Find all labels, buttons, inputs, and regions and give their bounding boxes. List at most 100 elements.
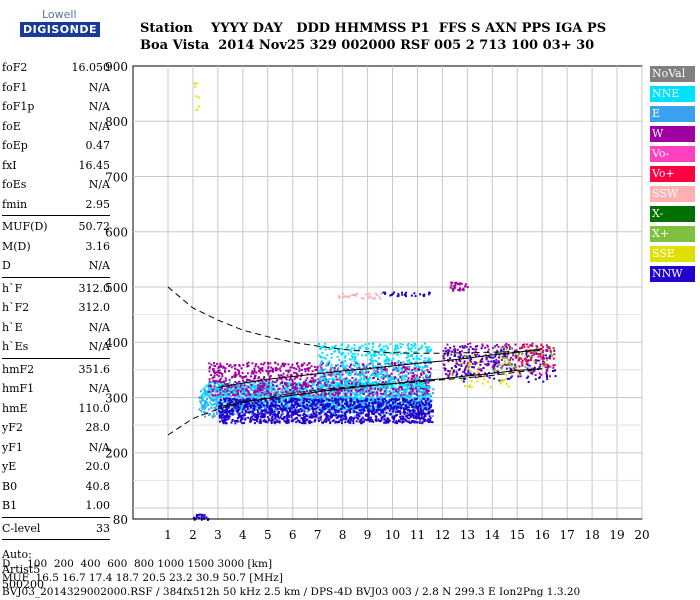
data-point bbox=[297, 396, 300, 399]
data-point bbox=[325, 380, 328, 383]
data-point bbox=[410, 396, 413, 399]
data-point bbox=[284, 400, 287, 403]
data-point bbox=[324, 407, 327, 410]
data-point bbox=[368, 406, 371, 409]
data-point bbox=[281, 410, 284, 413]
data-point bbox=[239, 418, 242, 421]
data-point bbox=[338, 392, 341, 395]
data-point bbox=[214, 380, 217, 383]
data-point bbox=[428, 346, 431, 349]
data-point bbox=[327, 385, 330, 388]
data-point bbox=[382, 375, 385, 378]
data-point bbox=[412, 416, 415, 419]
data-point bbox=[404, 363, 407, 365]
data-point bbox=[412, 372, 414, 375]
data-point bbox=[392, 398, 395, 401]
data-point bbox=[233, 384, 236, 387]
data-point bbox=[348, 389, 351, 392]
data-point bbox=[306, 390, 308, 393]
data-point bbox=[234, 375, 236, 378]
data-point bbox=[287, 390, 290, 393]
data-point bbox=[321, 394, 324, 397]
data-point bbox=[349, 394, 352, 396]
data-point bbox=[295, 383, 298, 386]
data-point bbox=[365, 354, 367, 357]
data-point bbox=[304, 413, 307, 416]
data-point bbox=[418, 384, 421, 387]
data-point bbox=[418, 399, 421, 402]
data-point bbox=[209, 396, 211, 399]
data-point bbox=[217, 407, 220, 410]
data-point bbox=[396, 390, 399, 393]
data-point bbox=[340, 390, 343, 392]
data-point bbox=[399, 410, 402, 413]
data-point bbox=[261, 414, 264, 417]
data-point bbox=[330, 387, 333, 390]
data-point bbox=[397, 419, 400, 422]
data-point bbox=[323, 419, 326, 422]
data-point bbox=[216, 411, 219, 414]
data-point bbox=[319, 387, 322, 390]
data-point bbox=[223, 417, 226, 419]
data-point bbox=[215, 371, 218, 374]
data-point bbox=[266, 389, 269, 392]
data-point bbox=[381, 370, 384, 373]
data-point bbox=[240, 403, 243, 406]
param-label: C-level bbox=[2, 521, 41, 535]
data-point bbox=[426, 375, 429, 378]
data-point bbox=[208, 384, 211, 387]
data-point bbox=[260, 378, 263, 381]
data-point bbox=[406, 412, 409, 415]
data-point bbox=[545, 374, 548, 376]
data-point bbox=[286, 374, 289, 377]
data-point bbox=[353, 364, 355, 366]
data-point bbox=[307, 409, 310, 412]
data-point bbox=[228, 370, 231, 373]
data-point bbox=[301, 364, 304, 367]
data-point bbox=[356, 406, 359, 409]
data-point bbox=[344, 365, 347, 368]
data-point bbox=[429, 350, 432, 353]
data-point bbox=[259, 408, 262, 411]
data-point bbox=[363, 408, 366, 411]
data-point bbox=[213, 374, 216, 377]
data-point bbox=[342, 408, 345, 410]
data-point bbox=[391, 394, 394, 397]
data-point bbox=[333, 405, 336, 408]
data-point bbox=[353, 416, 356, 419]
data-point bbox=[327, 363, 329, 366]
data-point bbox=[274, 416, 277, 419]
data-point bbox=[341, 343, 344, 345]
data-point bbox=[315, 414, 318, 417]
data-point bbox=[280, 405, 283, 408]
data-point bbox=[406, 385, 409, 388]
data-point bbox=[350, 363, 353, 366]
data-point bbox=[266, 416, 269, 419]
data-point bbox=[419, 407, 422, 410]
data-point bbox=[354, 381, 357, 384]
data-point bbox=[313, 415, 316, 418]
data-point bbox=[350, 398, 353, 401]
data-point bbox=[419, 402, 422, 405]
data-point bbox=[333, 386, 335, 389]
data-point bbox=[382, 404, 385, 407]
data-point bbox=[247, 361, 250, 364]
data-point bbox=[305, 407, 308, 410]
param-row: h`E N/A bbox=[2, 318, 110, 338]
data-point bbox=[323, 392, 326, 395]
data-point bbox=[332, 380, 335, 383]
data-point bbox=[210, 393, 213, 396]
data-point bbox=[238, 387, 241, 390]
data-point bbox=[305, 388, 308, 390]
data-point bbox=[351, 388, 353, 391]
data-point bbox=[294, 408, 297, 411]
data-point bbox=[410, 415, 412, 418]
data-point bbox=[257, 395, 260, 398]
data-point bbox=[387, 381, 390, 384]
data-point bbox=[390, 414, 393, 417]
data-point bbox=[356, 405, 359, 408]
data-point bbox=[252, 372, 255, 375]
data-point bbox=[247, 382, 250, 384]
data-point bbox=[411, 375, 414, 378]
data-point bbox=[371, 392, 374, 395]
